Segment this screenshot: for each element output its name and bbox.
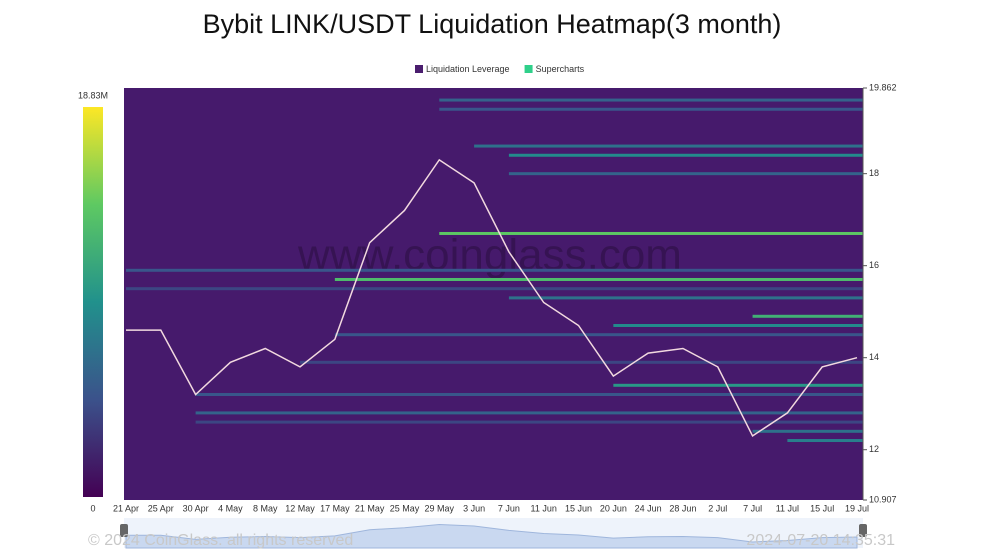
liquidation-band <box>508 153 863 157</box>
legend-swatch <box>415 65 423 73</box>
liquidation-band <box>126 287 863 291</box>
liquidation-band <box>439 98 863 102</box>
liquidation-band <box>195 411 864 415</box>
liquidation-band <box>752 314 863 318</box>
liquidation-band <box>508 172 863 176</box>
watermark: www.coinglass.com <box>297 231 682 280</box>
x-tick-label: 21 Apr <box>113 503 139 513</box>
x-tick-label: 3 Jun <box>463 503 485 513</box>
x-tick-label: 19 Jul <box>845 503 869 513</box>
liquidation-band <box>474 144 863 148</box>
x-tick-label: 15 Jun <box>565 503 592 513</box>
colorbar-label: 18.83M <box>78 90 108 100</box>
liquidation-band <box>334 277 863 281</box>
y-tick-label: 14 <box>869 352 879 362</box>
x-tick-label: 11 Jun <box>531 503 557 513</box>
liquidation-band <box>752 429 863 433</box>
liquidation-band <box>787 439 863 443</box>
price-line <box>126 158 858 438</box>
colorbar <box>83 107 103 497</box>
x-tick-label: 7 Jul <box>743 503 762 513</box>
legend-label: Supercharts <box>536 64 585 74</box>
x-tick-label: 4 May <box>218 503 243 513</box>
x-tick-label: 11 Jul <box>776 503 799 513</box>
navigator-handle[interactable] <box>859 524 867 537</box>
liquidation-band <box>613 383 863 387</box>
x-tick-label: 24 Jun <box>635 503 662 513</box>
liquidation-band <box>334 333 863 337</box>
x-tick-label: 2 Jul <box>708 503 727 513</box>
x-tick-label: 8 May <box>253 503 278 513</box>
y-tick-label: 18 <box>869 168 879 178</box>
x-tick-label: 25 May <box>390 503 420 513</box>
x-tick-label: 12 May <box>285 503 315 513</box>
x-tick-label: 25 Apr <box>148 503 174 513</box>
legend: Liquidation Leverage Supercharts <box>415 64 585 74</box>
liquidation-band <box>613 323 863 327</box>
legend-swatch <box>524 65 533 73</box>
x-tick-label: 17 May <box>320 503 350 513</box>
x-tick-label: 21 May <box>355 503 385 513</box>
x-tick-label: 15 Jul <box>810 503 834 513</box>
colorbar-label: 0 <box>90 503 95 513</box>
liquidation-band <box>126 268 863 272</box>
x-tick-label: 28 Jun <box>669 503 696 513</box>
legend-label: Liquidation Leverage <box>426 64 510 74</box>
y-tick-label: 19.862 <box>869 82 897 92</box>
x-tick-label: 20 Jun <box>600 503 627 513</box>
liquidation-band <box>439 231 863 235</box>
timestamp: 2024-07-20 14:35:31 <box>746 532 895 549</box>
copyright: © 2024 CoinGlass. all rights reserved <box>88 532 353 549</box>
x-tick-label: 29 May <box>425 503 455 513</box>
liquidation-band <box>508 296 863 300</box>
x-tick-label: 7 Jun <box>498 503 520 513</box>
x-tick-label: 30 Apr <box>183 503 209 513</box>
navigator-area <box>125 524 858 549</box>
plot-background <box>124 88 863 500</box>
y-tick-label: 12 <box>869 444 879 454</box>
y-tick-label: 16 <box>869 260 879 270</box>
chart-title: Bybit LINK/USDT Liquidation Heatmap(3 mo… <box>203 9 782 39</box>
liquidation-band <box>195 393 864 397</box>
liquidation-band <box>300 360 863 364</box>
navigator-handle[interactable] <box>120 524 128 537</box>
liquidation-band <box>439 107 863 111</box>
liquidation-band <box>195 420 864 424</box>
y-tick-label: 10.907 <box>869 494 897 504</box>
